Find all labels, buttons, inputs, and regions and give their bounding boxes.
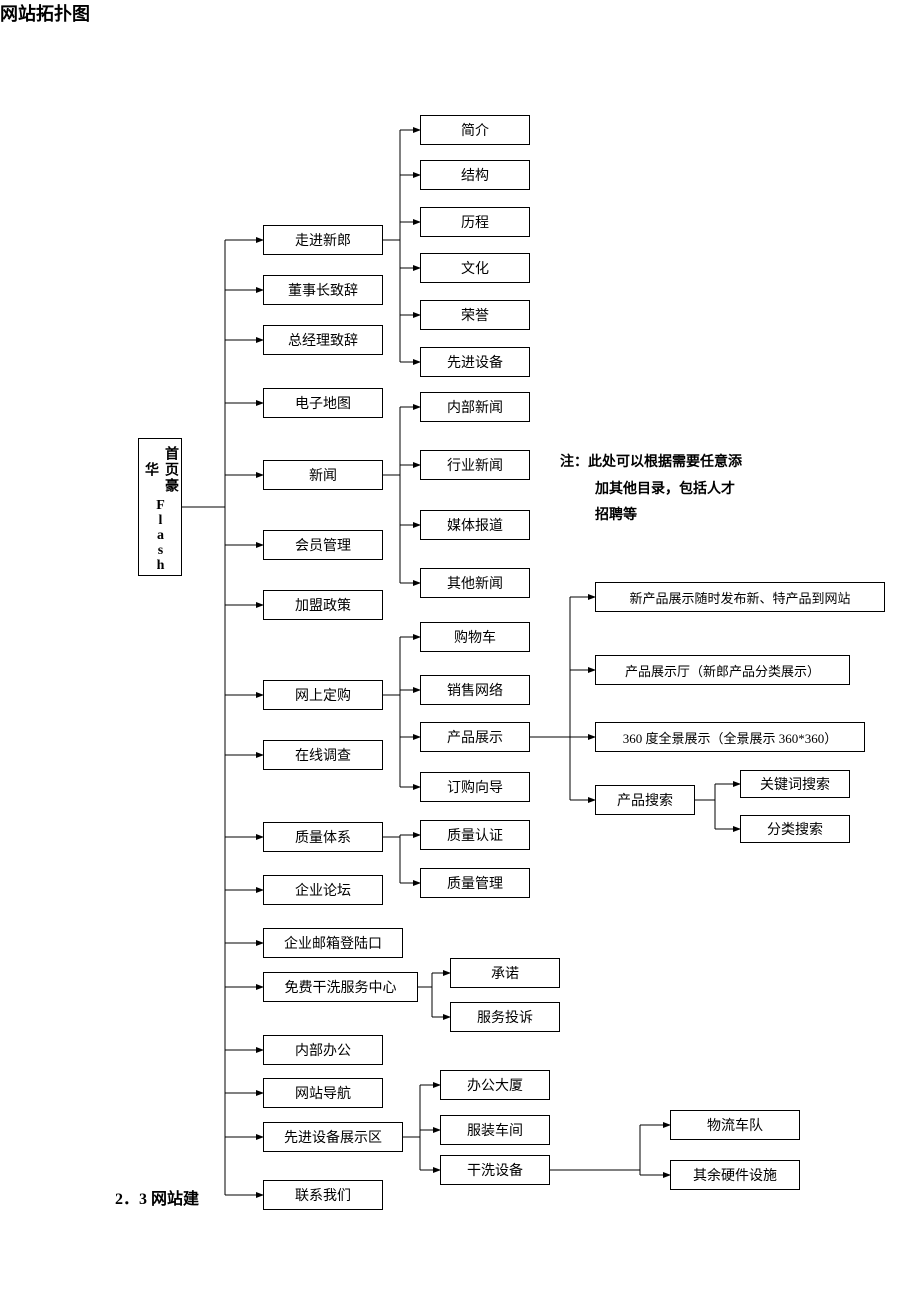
root-label-1: 首页豪华 [140,441,180,498]
about-a1: 简介 [420,115,530,145]
l2-n04: 电子地图 [263,388,383,418]
about-a6: 先进设备 [420,347,530,377]
diagram-note: 注：此处可以根据需要任意添 加其他目录，包括人才 招聘等 [560,450,742,530]
l2-n09: 在线调查 [263,740,383,770]
product-p4: 产品搜索 [595,785,695,815]
news-b2: 行业新闻 [420,450,530,480]
l2-n16: 先进设备展示区 [263,1122,403,1152]
l2-n03: 总经理致辞 [263,325,383,355]
note-line-2: 加其他目录，包括人才 [560,477,742,504]
l2-n12: 企业邮箱登陆口 [263,928,403,958]
about-a3: 历程 [420,207,530,237]
l2-n17: 联系我们 [263,1180,383,1210]
equip-f3: 干洗设备 [440,1155,550,1185]
root-node: 首页豪华 Flash [138,438,182,576]
note-line-3: 招聘等 [560,503,742,530]
l2-n08: 网上定购 [263,680,383,710]
order-c4: 订购向导 [420,772,530,802]
product-p3: 360 度全景展示（全景展示 360*360） [595,722,865,752]
quality-d1: 质量认证 [420,820,530,850]
l2-n07: 加盟政策 [263,590,383,620]
order-c3: 产品展示 [420,722,530,752]
l2-n14: 内部办公 [263,1035,383,1065]
search-s1: 关键词搜索 [740,770,850,798]
product-p1: 新产品展示随时发布新、特产品到网站 [595,582,885,612]
root-label-2: Flash [152,498,168,573]
l2-n11: 企业论坛 [263,875,383,905]
search-s2: 分类搜索 [740,815,850,843]
l2-n15: 网站导航 [263,1078,383,1108]
service-e1: 承诺 [450,958,560,988]
equip-f1: 办公大厦 [440,1070,550,1100]
news-b4: 其他新闻 [420,568,530,598]
equip-f2: 服装车间 [440,1115,550,1145]
hw-h2: 其余硬件设施 [670,1160,800,1190]
l2-n10: 质量体系 [263,822,383,852]
note-line-1: 注：此处可以根据需要任意添 [560,450,742,477]
about-a4: 文化 [420,253,530,283]
about-a5: 荣誉 [420,300,530,330]
hw-h1: 物流车队 [670,1110,800,1140]
news-b3: 媒体报道 [420,510,530,540]
l2-n13: 免费干洗服务中心 [263,972,418,1002]
news-b1: 内部新闻 [420,392,530,422]
l2-n06: 会员管理 [263,530,383,560]
quality-d2: 质量管理 [420,868,530,898]
service-e2: 服务投诉 [450,1002,560,1032]
l2-n02: 董事长致辞 [263,275,383,305]
order-c1: 购物车 [420,622,530,652]
l2-n05: 新闻 [263,460,383,490]
about-a2: 结构 [420,160,530,190]
l2-n01: 走进新郎 [263,225,383,255]
diagram-title: 网站拓扑图 [0,0,90,26]
order-c2: 销售网络 [420,675,530,705]
footer-text: 2．3 网站建 [115,1185,199,1209]
product-p2: 产品展示厅（新郎产品分类展示） [595,655,850,685]
